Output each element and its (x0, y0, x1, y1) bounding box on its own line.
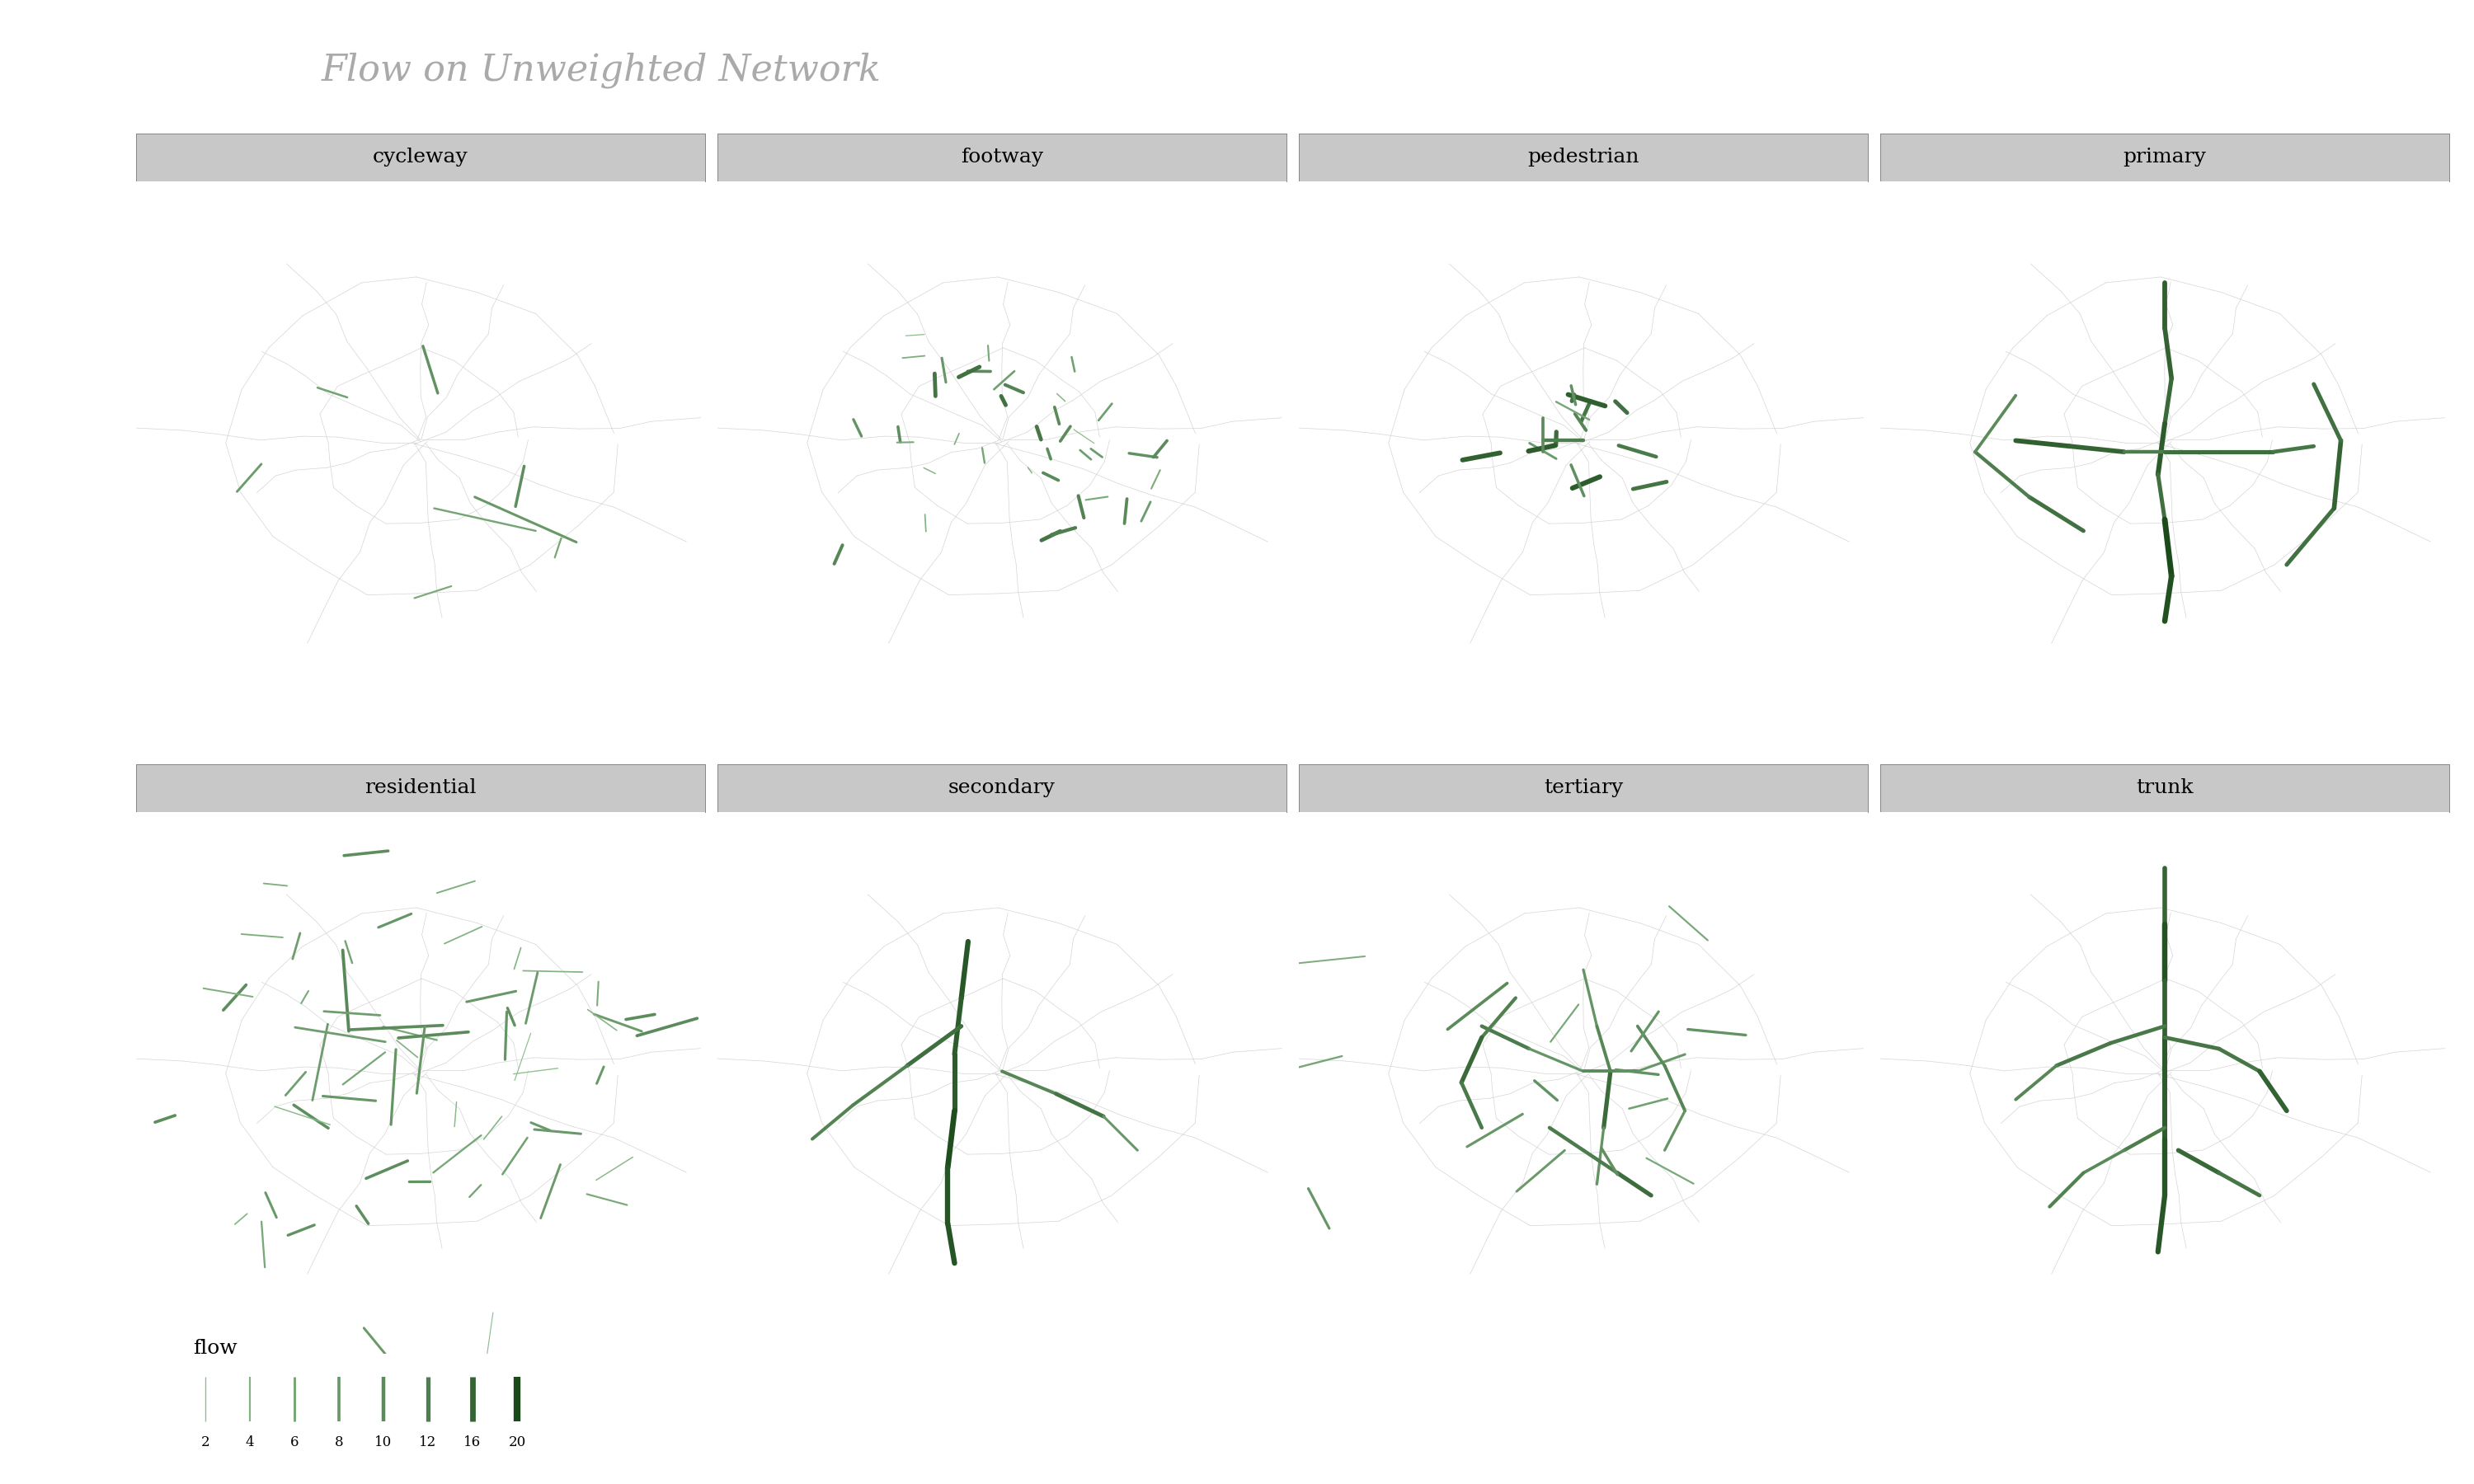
Text: footway: footway (960, 148, 1044, 166)
Text: secondary: secondary (948, 779, 1056, 797)
Text: 4: 4 (245, 1435, 255, 1448)
Text: primary: primary (2123, 148, 2207, 166)
Text: pedestrian: pedestrian (1526, 148, 1640, 166)
Text: 20: 20 (507, 1435, 527, 1448)
Text: residential: residential (364, 779, 477, 797)
Text: Flow on Unweighted Network: Flow on Unweighted Network (322, 52, 881, 88)
Text: flow: flow (193, 1339, 238, 1358)
Text: 8: 8 (334, 1435, 344, 1448)
Text: 6: 6 (289, 1435, 299, 1448)
Text: trunk: trunk (2135, 779, 2194, 797)
Text: 12: 12 (418, 1435, 438, 1448)
Text: 10: 10 (374, 1435, 393, 1448)
Text: 16: 16 (463, 1435, 482, 1448)
Text: cycleway: cycleway (374, 148, 468, 166)
Text: tertiary: tertiary (1544, 779, 1623, 797)
Text: 2: 2 (200, 1435, 210, 1448)
